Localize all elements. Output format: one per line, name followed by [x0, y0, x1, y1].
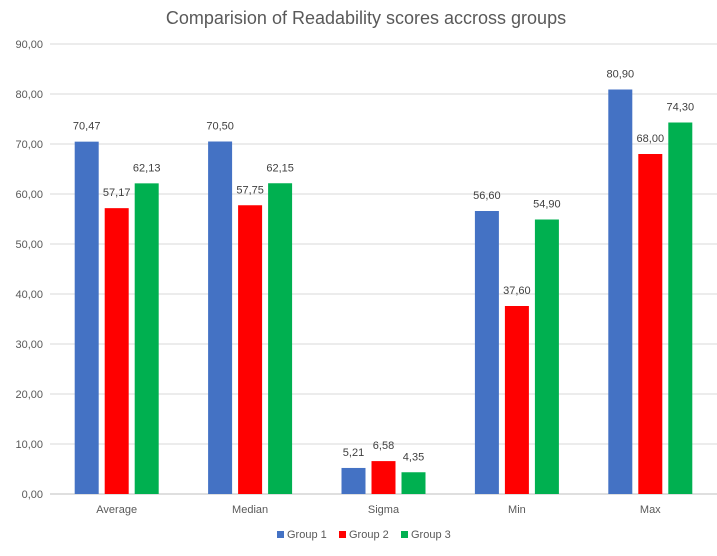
bars [74, 89, 693, 494]
bar-group-3 [534, 219, 559, 494]
bar-group-3 [268, 183, 293, 494]
data-label: 4,35 [403, 451, 424, 463]
y-tick-label: 30,00 [15, 339, 43, 351]
data-label: 57,75 [236, 184, 264, 196]
x-category-label: Average [96, 504, 137, 516]
data-label: 6,58 [373, 440, 394, 452]
data-label: 70,50 [206, 121, 234, 133]
bar-group-3 [401, 472, 426, 494]
y-tick-label: 90,00 [15, 39, 43, 51]
data-label: 54,90 [533, 199, 561, 211]
data-label: 68,00 [637, 133, 665, 145]
bar-group-1 [208, 141, 233, 494]
data-label: 62,15 [266, 162, 294, 174]
legend-label: Group 2 [349, 529, 389, 541]
gridlines [50, 43, 717, 495]
legend-label: Group 3 [411, 529, 451, 541]
x-axis-categories: Average Median Sigma Min Max [96, 504, 661, 516]
legend-swatch [339, 531, 346, 538]
bar-group-1 [74, 141, 99, 494]
x-category-label: Median [232, 504, 268, 516]
data-label: 74,30 [667, 102, 695, 114]
legend: Group 1 Group 2 Group 3 [277, 529, 451, 541]
bar-group-1 [474, 211, 499, 494]
bar-group-1 [608, 89, 633, 494]
bar-group-3 [668, 122, 693, 494]
y-tick-label: 40,00 [15, 289, 43, 301]
bar-group-2 [104, 208, 129, 494]
data-label: 70,47 [73, 121, 101, 133]
y-tick-label: 20,00 [15, 389, 43, 401]
y-tick-label: 50,00 [15, 239, 43, 251]
data-label: 62,13 [133, 162, 161, 174]
bar-group-3 [134, 183, 159, 494]
legend-swatch [401, 531, 408, 538]
bar-group-2 [504, 306, 529, 494]
bar-group-2 [371, 461, 396, 494]
y-axis-ticks: 0,00 10,00 20,00 30,00 40,00 50,00 60,00 70,00 8… [15, 39, 43, 501]
data-label: 57,17 [103, 187, 131, 199]
chart-title: Comparision of Readability scores accros… [166, 8, 566, 28]
data-label: 80,90 [607, 69, 635, 81]
y-tick-label: 10,00 [15, 439, 43, 451]
y-tick-label: 80,00 [15, 89, 43, 101]
y-tick-label: 0,00 [22, 489, 43, 501]
x-category-label: Max [640, 504, 661, 516]
y-tick-label: 70,00 [15, 139, 43, 151]
legend-label: Group 1 [287, 529, 327, 541]
x-category-label: Sigma [368, 504, 400, 516]
data-label: 37,60 [503, 285, 531, 297]
data-label: 5,21 [343, 447, 364, 459]
bar-group-1 [341, 467, 366, 494]
bar-group-2 [638, 154, 663, 494]
data-label: 56,60 [473, 190, 501, 202]
bar-group-2 [238, 205, 263, 494]
x-category-label: Min [508, 504, 526, 516]
legend-swatch [277, 531, 284, 538]
y-tick-label: 60,00 [15, 189, 43, 201]
